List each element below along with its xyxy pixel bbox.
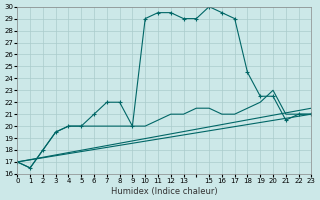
X-axis label: Humidex (Indice chaleur): Humidex (Indice chaleur) — [111, 187, 218, 196]
